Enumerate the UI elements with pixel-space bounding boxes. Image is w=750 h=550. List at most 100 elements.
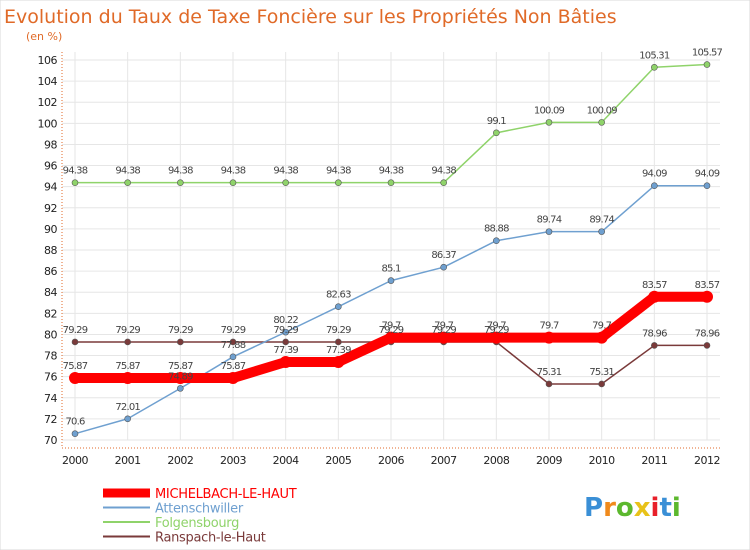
data-label: 82.63 [326, 290, 351, 301]
data-point [177, 385, 184, 392]
data-label: 100.09 [534, 105, 565, 116]
data-point [227, 372, 239, 385]
logo-letter: i [651, 493, 660, 523]
y-tick-label: 74 [44, 392, 57, 405]
data-label: 88.88 [484, 224, 509, 235]
y-tick-label: 96 [44, 160, 57, 173]
logo-letter: r [603, 493, 616, 523]
series-1 [71, 182, 711, 437]
data-label: 85.1 [381, 264, 401, 275]
data-label: 79.29 [63, 325, 88, 336]
y-tick-label: 106 [38, 54, 58, 67]
data-point [69, 372, 81, 385]
x-tick-label: 2006 [378, 454, 404, 467]
x-tick-label: 2004 [273, 454, 299, 467]
data-point [332, 355, 345, 368]
data-label: 79.29 [221, 325, 246, 336]
data-label: 80.22 [273, 315, 298, 326]
data-point [651, 63, 658, 71]
data-label: 77.39 [273, 345, 298, 356]
data-label: 79.29 [379, 325, 404, 336]
x-tick-label: 2000 [62, 454, 88, 467]
y-tick-label: 98 [44, 138, 57, 151]
data-label: 72.01 [115, 402, 140, 413]
data-label: 83.57 [695, 280, 720, 291]
y-tick-label: 102 [38, 96, 58, 109]
data-label: 75.31 [537, 367, 562, 378]
legend-label: Folgensbourg [155, 516, 239, 531]
data-point [282, 338, 289, 346]
axes: 70 72 74 76 78 80 82 84 86 88 90 92 94 96 98 100 102 104 1… [38, 52, 721, 467]
data-label: 94.38 [168, 166, 193, 177]
data-point [229, 179, 237, 186]
data-label: 75.87 [168, 361, 193, 372]
data-label: 79.7 [434, 321, 454, 332]
data-point [701, 290, 713, 303]
data-label: 79.29 [115, 325, 140, 336]
x-tick-label: 2001 [115, 454, 141, 467]
data-label: 79.7 [381, 321, 401, 332]
data-point [124, 179, 131, 186]
data-label: 77.88 [221, 340, 246, 351]
data-point [651, 182, 658, 190]
data-point [703, 182, 711, 190]
x-tick-label: 2008 [483, 454, 509, 467]
y-tick-label: 76 [44, 371, 57, 384]
y-tick-label: 72 [44, 413, 57, 426]
data-point [648, 290, 661, 303]
data-label: 75.87 [115, 361, 140, 372]
x-tick-label: 2010 [589, 454, 615, 467]
data-label: 78.96 [642, 328, 667, 339]
data-point [229, 338, 237, 346]
data-point [177, 179, 184, 186]
data-label: 79.7 [487, 321, 507, 332]
data-point [543, 331, 555, 344]
data-point [703, 342, 711, 349]
data-point [545, 380, 553, 388]
y-tick-label: 82 [44, 307, 57, 320]
data-point [651, 342, 658, 349]
data-point [124, 338, 131, 346]
legend-label: Ranspach-le-Haut [155, 531, 266, 546]
data-label: 75.87 [63, 361, 88, 372]
x-tick-label: 2002 [167, 454, 193, 467]
data-point [440, 263, 447, 271]
data-point [174, 372, 187, 385]
data-point [703, 61, 711, 68]
data-point [335, 179, 342, 186]
proxiti-logo: Proxiti [584, 493, 681, 523]
data-label: 78.96 [695, 328, 720, 339]
data-label: 86.37 [431, 250, 456, 261]
logo-letter: x [634, 493, 651, 523]
y-tick-label: 90 [44, 223, 57, 236]
data-point [335, 338, 342, 346]
data-point [545, 119, 553, 126]
y-tick-label: 80 [44, 328, 57, 341]
data-point [282, 179, 289, 186]
logo-letter: i [672, 493, 681, 523]
data-label: 89.74 [589, 215, 614, 226]
data-point [279, 355, 292, 368]
series-2 [71, 61, 711, 186]
y-axis-label: (en %) [26, 30, 62, 43]
data-label: 79.7 [592, 321, 612, 332]
x-tick-label: 2003 [220, 454, 246, 467]
data-label: 79.29 [431, 325, 456, 336]
legend-label: Attenschwiller [155, 502, 244, 517]
data-label: 79.29 [168, 325, 193, 336]
x-tick-label: 2012 [694, 454, 720, 467]
data-point [440, 179, 447, 186]
data-point [71, 179, 79, 186]
data-point [387, 179, 395, 186]
data-point [595, 331, 608, 344]
x-tick-label: 2007 [431, 454, 457, 467]
data-point [493, 129, 500, 137]
data-label: 77.39 [326, 345, 351, 356]
y-tick-label: 78 [44, 350, 57, 363]
data-point [598, 228, 605, 235]
data-point [598, 380, 605, 388]
data-label: 94.38 [63, 166, 88, 177]
data-label: 94.38 [379, 166, 404, 177]
